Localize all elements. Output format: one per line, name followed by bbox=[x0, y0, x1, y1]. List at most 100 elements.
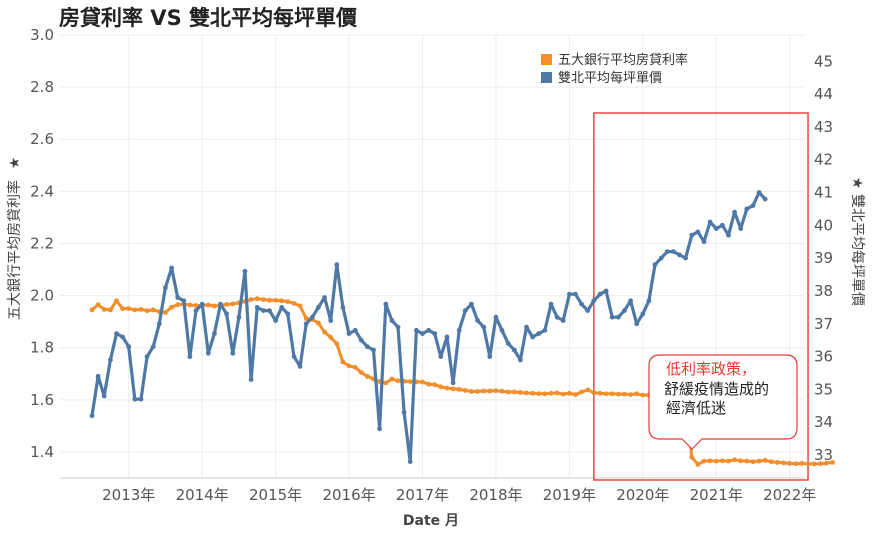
data-point bbox=[707, 458, 713, 464]
y-axis-title-left-star: ★ bbox=[7, 157, 23, 170]
highlight-region bbox=[593, 112, 809, 481]
data-point bbox=[726, 232, 731, 238]
data-point bbox=[591, 390, 597, 396]
data-point bbox=[536, 391, 542, 396]
data-point bbox=[193, 308, 199, 313]
data-point bbox=[322, 295, 327, 300]
data-point bbox=[138, 307, 144, 312]
data-point bbox=[652, 262, 658, 268]
data-point bbox=[346, 331, 352, 336]
data-point bbox=[267, 308, 272, 313]
data-point bbox=[156, 321, 162, 327]
data-point bbox=[291, 301, 297, 306]
x-tick-label: 2013年 bbox=[102, 486, 155, 504]
callout-line-3: 經濟低迷 bbox=[666, 399, 726, 417]
data-point bbox=[352, 364, 358, 370]
data-point bbox=[560, 391, 566, 397]
data-point bbox=[175, 302, 181, 308]
data-point bbox=[738, 226, 744, 232]
data-point bbox=[267, 297, 272, 303]
data-point bbox=[224, 302, 230, 307]
data-point bbox=[530, 390, 535, 396]
data-point bbox=[414, 327, 419, 333]
data-point bbox=[114, 331, 119, 336]
x-tick-label: 2022年 bbox=[763, 486, 816, 504]
data-point bbox=[273, 297, 278, 303]
callout-line-1: 低利率政策， bbox=[666, 360, 756, 378]
data-point bbox=[163, 310, 168, 315]
data-point bbox=[591, 298, 597, 304]
data-point bbox=[89, 413, 95, 419]
data-point bbox=[144, 308, 150, 314]
y-tick-left: 1.4 bbox=[30, 443, 54, 461]
data-point bbox=[658, 255, 664, 261]
data-point bbox=[462, 308, 468, 313]
data-point bbox=[187, 354, 193, 359]
y-tick-left: 3.0 bbox=[30, 26, 54, 44]
data-point bbox=[444, 334, 450, 340]
data-point bbox=[126, 306, 132, 311]
y-tick-right: 39 bbox=[814, 249, 833, 267]
data-point bbox=[456, 327, 462, 333]
data-point bbox=[499, 327, 505, 333]
data-point bbox=[689, 454, 695, 460]
data-point bbox=[371, 347, 376, 353]
y-tick-right: 42 bbox=[814, 151, 833, 169]
series-mortgage-rate bbox=[89, 296, 835, 467]
data-point bbox=[438, 384, 444, 390]
data-point bbox=[426, 381, 431, 387]
data-point bbox=[750, 459, 756, 465]
data-point bbox=[817, 461, 823, 467]
chart-title: 房貸利率 VS 雙北平均每坪單價 bbox=[59, 6, 358, 30]
y-tick-right: 40 bbox=[814, 216, 833, 234]
data-point bbox=[634, 321, 640, 327]
data-point bbox=[811, 461, 817, 467]
data-point bbox=[469, 389, 474, 394]
data-point bbox=[389, 376, 395, 382]
data-point bbox=[199, 301, 205, 307]
legend-swatch-rate bbox=[541, 54, 552, 65]
data-point bbox=[609, 391, 615, 397]
data-point bbox=[279, 298, 285, 304]
y-tick-left: 2.8 bbox=[30, 78, 54, 96]
data-point bbox=[205, 302, 211, 308]
data-point bbox=[707, 219, 713, 225]
data-point bbox=[432, 382, 438, 388]
data-point bbox=[585, 308, 591, 313]
data-point bbox=[432, 331, 438, 336]
data-point bbox=[120, 334, 125, 340]
y-tick-right: 45 bbox=[814, 52, 833, 70]
y-tick-right: 35 bbox=[814, 380, 833, 398]
data-point bbox=[524, 324, 529, 330]
data-point bbox=[285, 311, 291, 317]
data-point bbox=[499, 388, 505, 394]
data-point bbox=[273, 318, 278, 323]
callout-bubble bbox=[648, 354, 798, 450]
data-point bbox=[701, 458, 707, 464]
data-point bbox=[108, 357, 113, 363]
data-point bbox=[205, 350, 211, 356]
data-point bbox=[254, 305, 260, 310]
data-point bbox=[493, 388, 499, 394]
data-point bbox=[181, 298, 187, 304]
data-point bbox=[248, 377, 254, 382]
data-point bbox=[634, 391, 640, 397]
y-tick-right: 44 bbox=[814, 85, 833, 103]
y-axis-title-left: 五大銀行平均房貸利率 bbox=[6, 180, 23, 320]
annotation-callout: 低利率政策， 舒緩疫情造成的 經濟低迷 bbox=[648, 354, 798, 450]
data-point bbox=[420, 331, 425, 336]
data-point bbox=[340, 305, 346, 310]
y-tick-right: 43 bbox=[814, 118, 833, 136]
data-point bbox=[695, 462, 701, 467]
y-tick-left: 2.4 bbox=[30, 182, 54, 200]
data-point bbox=[628, 392, 633, 397]
data-point bbox=[297, 364, 303, 369]
data-point bbox=[689, 232, 695, 238]
data-point bbox=[175, 295, 181, 300]
y-axis-title-right: 雙北平均每坪單價 bbox=[849, 194, 866, 306]
data-point bbox=[487, 388, 493, 394]
data-point bbox=[101, 393, 107, 399]
data-point bbox=[187, 302, 193, 308]
data-point bbox=[597, 291, 603, 297]
y-tick-left: 1.6 bbox=[30, 391, 54, 409]
